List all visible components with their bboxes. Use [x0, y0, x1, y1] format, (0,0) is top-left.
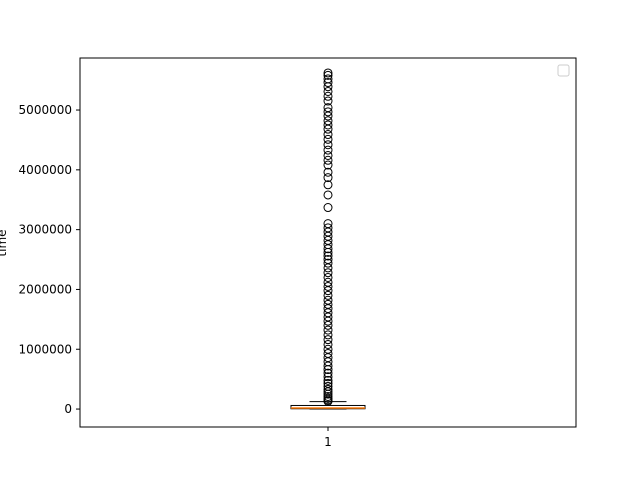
outlier-point — [323, 173, 333, 183]
outlier-point — [323, 219, 333, 229]
outlier-point — [323, 272, 333, 282]
y-tick-label: 5000000 — [19, 103, 72, 117]
outlier-point — [323, 335, 333, 345]
outlier-point — [323, 258, 333, 268]
x-tick-label: 1 — [324, 435, 332, 449]
outlier-point — [323, 348, 333, 358]
outlier-point — [323, 325, 333, 335]
plot-area: 0 1000000 2000000 3000000 4000000 5000000 1 — [19, 57, 577, 449]
outlier-point — [323, 295, 333, 305]
outlier-point — [323, 134, 333, 144]
outlier-point — [323, 180, 333, 190]
outlier-point — [323, 107, 333, 117]
outlier-point — [323, 103, 333, 113]
outlier-point — [323, 384, 333, 394]
outlier-point — [323, 251, 333, 261]
outlier-point — [323, 330, 333, 340]
outlier-point — [323, 203, 333, 213]
y-tick-label: 1000000 — [19, 342, 72, 356]
outlier-point — [323, 116, 333, 126]
legend-box — [557, 64, 570, 77]
outlier-point — [323, 372, 333, 382]
outlier-point — [323, 268, 333, 278]
outlier-point — [323, 290, 333, 300]
outlier-point — [323, 86, 333, 96]
outlier-point — [323, 140, 333, 150]
outlier-point — [323, 281, 333, 291]
outlier-point — [323, 190, 333, 200]
outlier-point — [323, 78, 333, 88]
outlier-point — [323, 96, 333, 106]
y-tick-label: 0 — [64, 402, 72, 416]
outlier-point — [323, 130, 333, 140]
y-axis-label: time — [0, 229, 9, 256]
outlier-point — [323, 368, 333, 378]
outlier-point — [323, 223, 333, 233]
outlier-point — [323, 344, 333, 354]
outlier-point — [323, 68, 333, 78]
outlier-point — [323, 339, 333, 349]
y-tick-label: 3000000 — [19, 223, 72, 237]
outlier-point — [323, 155, 333, 165]
y-tick-label: 4000000 — [19, 163, 72, 177]
outlier-point — [323, 255, 333, 265]
outlier-point — [323, 91, 333, 101]
y-tick-label: 2000000 — [19, 282, 72, 296]
outlier-point — [323, 277, 333, 287]
outlier-point — [323, 381, 333, 391]
outlier-point — [323, 299, 333, 309]
outlier-point — [323, 391, 333, 401]
outlier-point — [323, 160, 333, 170]
outlier-point — [323, 120, 333, 130]
outlier-point — [323, 378, 333, 388]
outlier-point — [323, 375, 333, 385]
outlier-point — [323, 150, 333, 160]
outlier-point — [323, 145, 333, 155]
outlier-point — [323, 167, 333, 177]
outlier-point — [323, 70, 333, 80]
outlier-point — [323, 74, 333, 84]
